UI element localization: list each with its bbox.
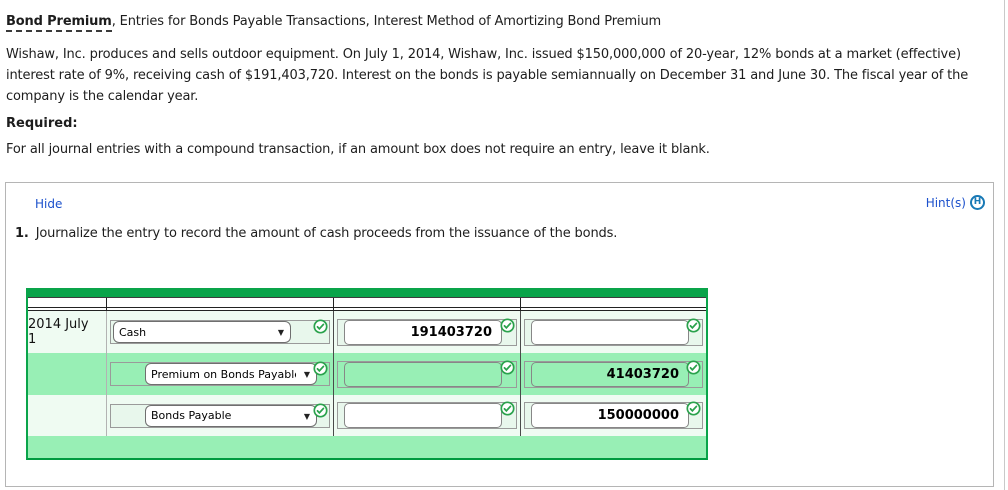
correct-check-icon: [313, 361, 328, 376]
question-text-line: 1. Journalize the entry to record the amo…: [15, 226, 617, 241]
row1-credit-cell: [520, 311, 706, 353]
required-note: For all journal entries with a compound …: [6, 142, 710, 157]
required-label: Required:: [6, 116, 78, 131]
question-number: 1.: [15, 226, 29, 241]
frame-divider: [1004, 0, 1005, 490]
row2-debit-cell: [333, 353, 520, 395]
problem-statement: Wishaw, Inc. produces and sells outdoor …: [6, 47, 969, 104]
row2-credit-cell: [520, 353, 706, 395]
row3-account-cell: Bonds Payable ▼: [106, 395, 333, 436]
correct-check-icon: [313, 319, 328, 334]
hints-link[interactable]: Hint(s) H: [926, 195, 985, 210]
date-cell: 2014 July 1: [28, 317, 89, 347]
row3-debit-input[interactable]: [344, 403, 502, 428]
row3-credit-input[interactable]: [531, 403, 689, 428]
correct-check-icon: [686, 317, 701, 333]
row1-debit-input[interactable]: [344, 319, 502, 345]
correct-check-icon: [686, 359, 701, 375]
column-divider: [333, 298, 334, 311]
row3-credit-cell: [520, 395, 706, 436]
correct-check-icon: [313, 402, 328, 418]
row2-account-select-wrap: Premium on Bonds Payable ▼: [145, 363, 317, 385]
correct-check-icon: [686, 401, 701, 416]
row3-date-cell: [28, 395, 106, 436]
hint-icon[interactable]: H: [970, 195, 985, 210]
problem-title: Bond Premium, Entries for Bonds Payable …: [6, 14, 662, 32]
row1-account-select[interactable]: Cash: [113, 321, 291, 343]
row2-credit-input[interactable]: [531, 361, 689, 387]
correct-check-icon: [500, 401, 515, 416]
row2-debit-input[interactable]: [344, 361, 502, 387]
row3-debit-cell: [333, 395, 520, 436]
journal-row-1: 2014 July 1 Cash ▼: [28, 311, 706, 353]
hide-link[interactable]: Hide: [35, 197, 63, 211]
table-top-bar: [28, 288, 706, 297]
row2-date-cell: [28, 353, 106, 395]
row2-account-cell: Premium on Bonds Payable ▼: [106, 353, 333, 395]
problem-title-term: Bond Premium: [6, 14, 112, 32]
row1-credit-input[interactable]: [531, 319, 689, 345]
row1-debit-cell: [333, 311, 520, 353]
row3-account-select-wrap: Bonds Payable ▼: [145, 404, 317, 427]
row1-account-select-wrap: Cash ▼: [113, 321, 291, 343]
problem-title-rest: , Entries for Bonds Payable Transactions…: [111, 14, 662, 29]
column-divider: [106, 298, 107, 311]
question-text: Journalize the entry to record the amoun…: [35, 226, 618, 241]
correct-check-icon: [500, 317, 515, 333]
journal-row-2: Premium on Bonds Payable ▼: [28, 353, 706, 395]
row1-account-cell: Cash ▼: [106, 311, 333, 353]
table-footer-row: [28, 436, 706, 458]
row3-account-select[interactable]: Bonds Payable: [145, 404, 317, 427]
hints-label: Hint(s): [925, 195, 966, 210]
journal-row-3: Bonds Payable ▼: [28, 395, 706, 436]
correct-check-icon: [500, 359, 515, 375]
column-divider: [520, 298, 521, 311]
question-panel: Hide Hint(s) H 1. Journalize the entry to…: [5, 182, 994, 487]
journal-entry-table: 2014 July 1 Cash ▼: [26, 288, 708, 460]
row2-account-select[interactable]: Premium on Bonds Payable: [145, 363, 317, 385]
table-header-strip: [28, 297, 706, 311]
